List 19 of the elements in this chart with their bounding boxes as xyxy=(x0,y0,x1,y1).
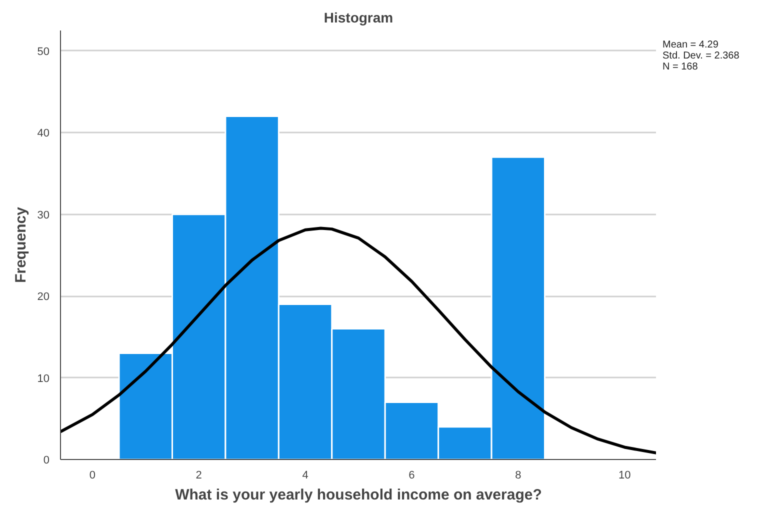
text: Mean = 4.29 xyxy=(662,40,719,50)
chart-title: Histogram xyxy=(324,10,394,26)
y-tick-label: 50 xyxy=(37,46,50,58)
x-tick-label: 4 xyxy=(302,470,308,482)
x-tick-label: 2 xyxy=(196,470,202,482)
line-series xyxy=(60,226,656,454)
y-tick-label: 0 xyxy=(43,454,50,466)
x-tick-label: 0 xyxy=(89,470,96,482)
x-tick-label: 6 xyxy=(408,470,415,482)
x-axis-title: What is your yearly household income on average? xyxy=(175,486,542,504)
y-tick-label: 30 xyxy=(37,209,50,222)
text: Std. Dev. = 2.368 xyxy=(662,50,740,62)
y-tick-label: 20 xyxy=(37,291,50,304)
y-tick-label: 10 xyxy=(37,372,50,385)
y-tick-label: 40 xyxy=(37,128,50,140)
x-tick-label: 8 xyxy=(515,470,522,482)
y-axis-title: Frequency xyxy=(12,206,30,283)
text: N = 168 xyxy=(662,62,698,72)
x-tick-label: 10 xyxy=(618,470,631,482)
